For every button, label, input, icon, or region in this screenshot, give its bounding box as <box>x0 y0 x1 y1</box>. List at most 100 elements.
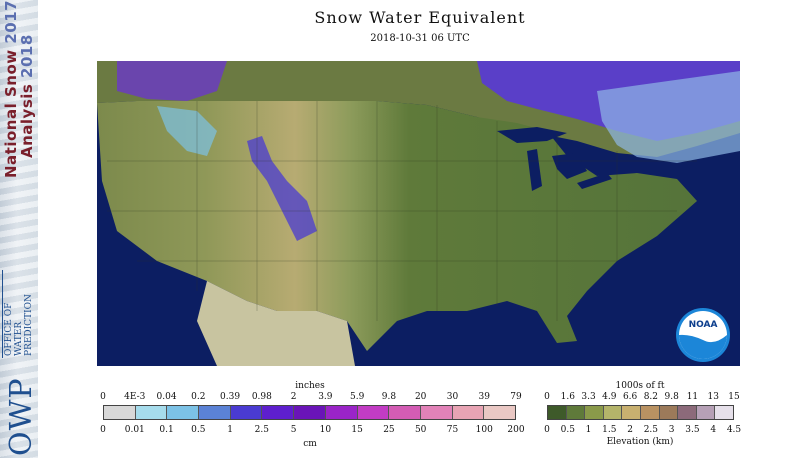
lake-superior <box>497 127 567 143</box>
elev-swatch <box>548 406 567 419</box>
elev-swatch <box>696 406 716 419</box>
rockies-snow <box>247 136 317 241</box>
snow-colorbar <box>103 405 516 420</box>
snow-cm-tick-label: 0.01 <box>124 425 145 435</box>
snow-cm-tick-label: 75 <box>446 425 459 435</box>
elev-km-tick-label: 0.5 <box>560 425 575 435</box>
elev-ft-tick-label: 15 <box>728 392 740 402</box>
snow-inch-tick-label: 0.2 <box>191 392 206 402</box>
snow-inch-tick-label: 3.9 <box>318 392 333 402</box>
elev-swatch <box>585 406 604 419</box>
page-title: Snow Water Equivalent <box>314 8 526 27</box>
snow-swatch <box>230 406 263 419</box>
lake-michigan <box>527 149 542 191</box>
snow-cm-tick-label: 5 <box>290 425 297 435</box>
snow-cm-tick-label: 10 <box>319 425 332 435</box>
snow-inch-tick-label: 4E-3 <box>124 392 146 402</box>
elev-swatch <box>566 406 586 419</box>
canada-snow-fringe <box>597 71 740 163</box>
snow-swatch <box>420 406 453 419</box>
snow-legend-top-unit: inches <box>295 381 325 391</box>
timestamp: 2018-10-31 06 UTC <box>370 33 470 44</box>
snow-map <box>97 61 740 366</box>
elevation-colorbar <box>547 405 734 420</box>
elev-swatch <box>678 406 697 419</box>
snow-inch-tick-label: 30 <box>446 392 459 402</box>
snow-swatch <box>135 406 168 419</box>
elev-ft-tick-label: 8.2 <box>643 392 659 402</box>
elev-ft-tick-label: 9.8 <box>664 392 679 402</box>
snow-cm-tick-label: 0.1 <box>159 425 174 435</box>
elev-swatch <box>659 406 679 419</box>
snow-inch-tick-label: 79 <box>510 392 522 402</box>
snow-swatch <box>325 406 358 419</box>
snow-legend-bottom-unit: cm <box>303 439 317 449</box>
elev-ft-tick-label: 4.9 <box>602 392 617 402</box>
snow-inch-tick-label: 5.9 <box>349 392 365 402</box>
noaa-text: NOAA <box>689 320 718 330</box>
snow-cm-tick-label: 25 <box>383 425 395 435</box>
snow-cm-tick-label: 0.5 <box>191 425 206 435</box>
elev-swatch <box>640 406 660 419</box>
snow-cm-tick-label: 1 <box>227 425 233 435</box>
lake-erie <box>577 173 612 189</box>
elev-swatch <box>603 406 623 419</box>
snow-cm-tick-label: 50 <box>414 425 427 435</box>
snow-inch-tick-label: 0.04 <box>156 392 177 402</box>
snow-swatch <box>167 406 200 419</box>
snow-cm-tick-label: 100 <box>475 425 493 435</box>
owp-divider <box>2 270 3 358</box>
elev-ft-tick-label: 1.6 <box>560 392 575 402</box>
elev-km-tick-label: 0 <box>544 425 550 435</box>
strip-texture <box>0 0 38 458</box>
elev-ft-tick-label: 11 <box>686 392 699 402</box>
owp-logo-text: OWP <box>4 377 38 456</box>
snow-swatch <box>389 406 421 419</box>
nsa-title-line2: Analysis 2018 <box>18 34 36 158</box>
snow-cm-tick-label: 15 <box>351 425 363 435</box>
conus-land <box>97 101 697 351</box>
branding-strip: National Snow 2017 Analysis 2018 OFFICE … <box>0 0 38 458</box>
snow-inch-tick-label: 2 <box>290 392 297 402</box>
owp-name-line2: WATER <box>14 321 24 356</box>
elev-legend-bottom-unit: Elevation (km) <box>606 437 674 447</box>
snow-inch-tick-label: 20 <box>414 392 427 402</box>
noaa-emblem: NOAA <box>676 308 730 362</box>
elev-ft-tick-label: 3.3 <box>581 392 596 402</box>
snow-inch-tick-label: 0.98 <box>251 392 272 402</box>
elev-km-tick-label: 2.5 <box>643 425 659 435</box>
snow-swatch <box>452 406 485 419</box>
elev-km-tick-label: 4 <box>710 425 717 435</box>
snow-swatch <box>357 406 390 419</box>
owp-name-line3: PREDICTION <box>24 294 34 356</box>
snow-cm-tick-label: 200 <box>507 425 525 435</box>
mexico-land <box>197 281 355 366</box>
snow-swatch <box>104 406 136 419</box>
elev-ft-tick-label: 0 <box>544 392 550 402</box>
elev-km-tick-label: 2 <box>627 425 633 435</box>
canada-snow-west <box>117 61 227 101</box>
snow-inch-tick-label: 9.8 <box>381 392 397 402</box>
snow-inch-tick-label: 39 <box>478 392 490 402</box>
snow-inch-tick-label: 0.39 <box>220 392 241 402</box>
elev-swatch <box>715 406 733 419</box>
elev-km-tick-label: 4.5 <box>726 425 742 435</box>
elev-km-tick-label: 1.5 <box>602 425 617 435</box>
elev-legend-top-unit: 1000s of ft <box>615 381 665 391</box>
snow-inch-tick-label: 0 <box>100 392 106 402</box>
owp-name-line1: OFFICE OF <box>4 302 14 356</box>
elev-km-tick-label: 3 <box>668 425 675 435</box>
noaa-logo: NOAA <box>674 306 732 368</box>
nsa-line2-text: Analysis <box>18 83 36 158</box>
northwest-snow <box>157 106 217 156</box>
elev-ft-tick-label: 13 <box>707 392 719 402</box>
lake-huron <box>552 153 587 179</box>
snow-swatch <box>294 406 326 419</box>
nsa-year2: 2018 <box>18 34 36 78</box>
elev-swatch <box>622 406 641 419</box>
snow-cm-tick-label: 0 <box>100 425 106 435</box>
elev-ft-tick-label: 6.6 <box>622 392 638 402</box>
elev-km-tick-label: 1 <box>585 425 592 435</box>
snow-swatch <box>484 406 515 419</box>
elev-km-tick-label: 3.5 <box>685 425 700 435</box>
